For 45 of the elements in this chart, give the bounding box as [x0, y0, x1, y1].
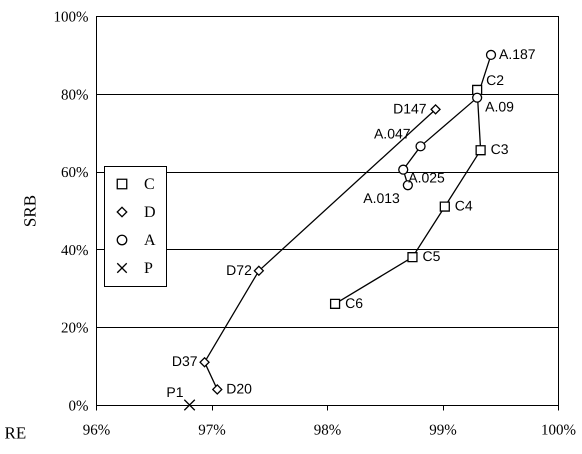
annotation: A.013 [363, 190, 400, 206]
point [475, 145, 486, 156]
y-axis-title: SRB [20, 194, 40, 228]
legend-label: D [144, 204, 156, 221]
annotation: D72 [226, 262, 252, 278]
annotation: C3 [490, 141, 509, 158]
legend-label: A [144, 232, 156, 249]
annotation: C6 [345, 294, 364, 311]
annotation: D20 [226, 380, 252, 396]
x-tick-label: 98% [314, 422, 342, 438]
y-tick-label: 0% [68, 398, 88, 414]
y-tick-label: 20% [61, 320, 88, 337]
x-axis-title: RE [4, 424, 26, 442]
annotation: C5 [422, 248, 441, 264]
point [398, 164, 408, 175]
annotation: A.187 [499, 46, 536, 62]
x-tick-label: 99% [429, 422, 457, 438]
legend-label: C [144, 176, 155, 193]
annotation: A.09 [485, 98, 514, 115]
annotation: D37 [172, 353, 198, 370]
point [199, 357, 210, 368]
y-tick-label: 80% [61, 87, 88, 104]
point [212, 384, 222, 395]
point [254, 266, 264, 276]
x-tick-label: 97% [198, 422, 226, 438]
x-tick-label: 96% [82, 422, 110, 438]
point [430, 104, 441, 114]
point [407, 252, 418, 262]
annotation: C2 [486, 72, 504, 88]
y-tick-label: 40% [61, 242, 88, 259]
annotation: C4 [454, 198, 473, 214]
x-tick-label: 100% [541, 422, 576, 438]
point [472, 92, 482, 103]
annotation: P1 [166, 384, 184, 400]
y-tick-label: 100% [54, 10, 88, 26]
point [440, 201, 450, 212]
legend-label: P [144, 260, 153, 277]
point [415, 141, 426, 152]
y-tick-label: 60% [61, 165, 88, 182]
annotation: A.047 [374, 125, 411, 142]
point [184, 399, 196, 411]
point [330, 298, 340, 309]
point [486, 50, 496, 60]
annotation: D147 [393, 100, 427, 116]
annotation: A.025 [408, 170, 446, 186]
